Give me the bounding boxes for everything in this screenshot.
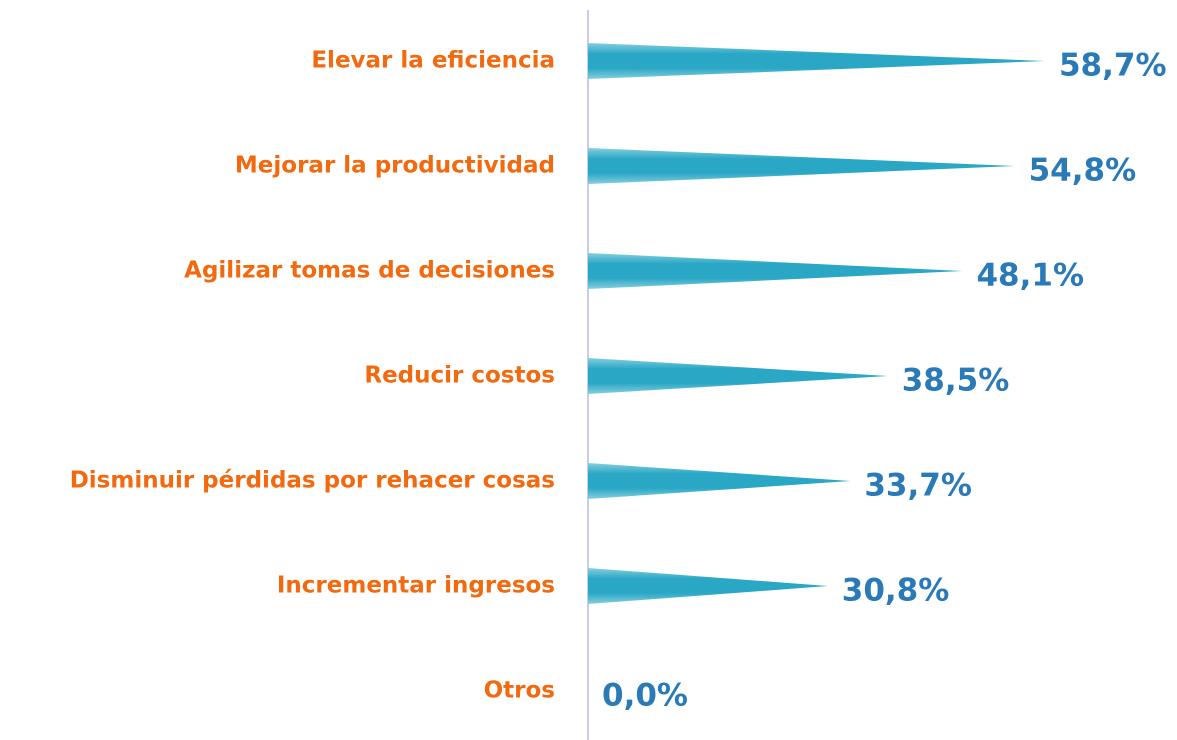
value-label: 30,8% [842, 573, 950, 609]
category-label: Otros [484, 678, 555, 704]
bar [588, 463, 851, 499]
bar [588, 358, 888, 394]
category-label: Mejorar la productividad [235, 153, 555, 179]
value-label: 38,5% [902, 363, 1010, 399]
value-label: 54,8% [1029, 153, 1137, 189]
bar [588, 148, 1015, 184]
bar [588, 568, 828, 604]
bar [588, 253, 963, 289]
category-label: Agilizar tomas de decisiones [184, 258, 555, 284]
category-label: Elevar la eficiencia [311, 48, 555, 74]
value-label: 0,0% [602, 678, 688, 714]
category-label: Incrementar ingresos [277, 573, 555, 599]
value-label: 33,7% [864, 468, 972, 504]
value-label: 58,7% [1059, 48, 1167, 84]
category-label: Reducir costos [364, 363, 555, 389]
category-label: Disminuir pérdidas por rehacer cosas [70, 468, 555, 494]
bar [588, 43, 1045, 79]
value-label: 48,1% [976, 258, 1084, 294]
